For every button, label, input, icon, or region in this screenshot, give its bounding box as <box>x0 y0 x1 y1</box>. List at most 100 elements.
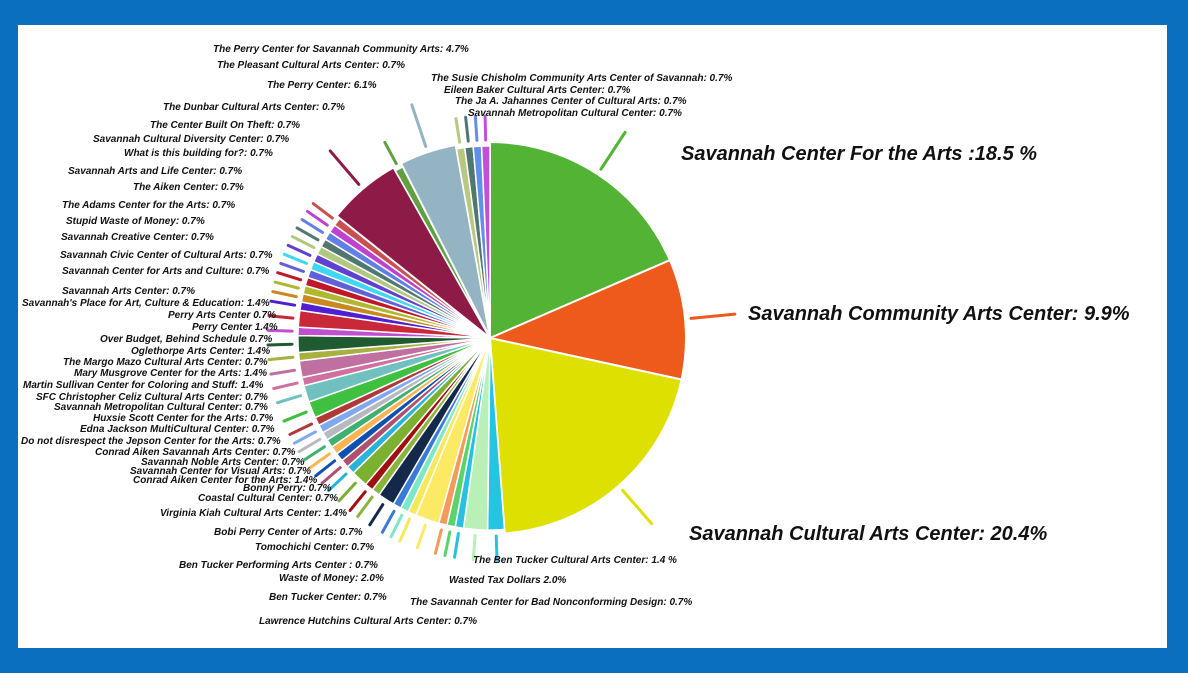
slice-label: The Center Built On Theft: 0.7% <box>150 120 300 131</box>
slice-label: Savannah Cultural Arts Center: 20.4% <box>689 523 1047 545</box>
leader-line <box>273 280 300 290</box>
leader-line <box>271 290 298 299</box>
leader-line <box>302 445 326 462</box>
pie-slice <box>335 166 491 339</box>
slice-label: Perry Center 1.4% <box>192 322 278 333</box>
slice-label: Coastal Cultural Center: 0.7% <box>198 493 338 504</box>
slice-label: Stupid Waste of Money: 0.7% <box>66 216 205 227</box>
leader-line <box>266 342 294 347</box>
slice-label: Savannah Arts and Life Center: 0.7% <box>68 166 242 177</box>
slice-label: The Perry Center: 6.1% <box>267 80 377 91</box>
slice-label: Savannah Community Arts Center: 9.9% <box>748 303 1130 325</box>
pie-slice <box>480 145 491 339</box>
leader-line <box>368 503 385 527</box>
slice-label: Virginia Kiah Cultural Arts Center: 1.4% <box>160 508 347 519</box>
leader-line <box>473 114 479 142</box>
leader-line <box>328 149 361 186</box>
slice-label: The Ben Tucker Cultural Arts Center: 1.4… <box>473 555 677 566</box>
leader-line <box>267 355 295 362</box>
slice-label: The Susie Chisholm Community Arts Center… <box>431 73 732 84</box>
leader-line <box>276 271 303 282</box>
slice-label: Mary Musgrove Center for the Arts: 1.4% <box>74 368 267 379</box>
leader-line <box>279 261 305 273</box>
slice-label: Savannah Creative Center: 0.7% <box>61 232 214 243</box>
slice-label: Martin Sullivan Center for Coloring and … <box>23 380 263 391</box>
leader-line <box>415 523 427 550</box>
leader-line <box>454 117 462 144</box>
leader-line <box>483 114 488 142</box>
leader-line <box>308 452 331 470</box>
slice-label: The Ja A. Jahannes Center of Cultural Ar… <box>455 96 687 107</box>
slice-label: Waste of Money: 2.0% <box>279 573 384 584</box>
slice-label: Savannah Arts Center: 0.7% <box>62 286 195 297</box>
leader-line <box>269 368 297 376</box>
slice-label: Savannah Center For the Arts :18.5 % <box>681 143 1037 165</box>
leader-line <box>300 218 324 234</box>
slice-label: Oglethorpe Arts Center: 1.4% <box>131 346 270 357</box>
leader-line <box>464 115 470 143</box>
pie-slice <box>486 258 687 381</box>
leader-line <box>337 481 357 503</box>
leader-line <box>276 394 302 405</box>
slice-label: The Dunbar Cultural Arts Center: 0.7% <box>163 102 345 113</box>
leader-line <box>314 459 337 478</box>
slice-label: Conrad Aiken Center for the Arts: 1.4% <box>133 475 317 486</box>
leader-line <box>266 328 294 333</box>
leader-line <box>471 534 477 561</box>
slice-label: Conrad Aiken Savannah Arts Center: 0.7% <box>95 447 296 458</box>
leader-line <box>290 235 316 250</box>
slice-label: Savannah Center for Visual Arts: 0.7% <box>130 466 311 477</box>
slice-label: Savannah Metropolitan Cultural Center: 0… <box>54 402 268 413</box>
slice-label: Eileen Baker Cultural Arts Center: 0.7% <box>444 85 630 96</box>
slice-label: The Aiken Center: 0.7% <box>133 182 244 193</box>
leader-line <box>410 103 428 148</box>
leader-line <box>398 517 412 543</box>
pie-slice <box>488 336 683 535</box>
leader-line <box>297 437 322 454</box>
leader-line <box>286 243 312 257</box>
slice-label: The Pleasant Cultural Arts Center: 0.7% <box>217 60 405 71</box>
slice-label: Savannah Noble Arts Center: 0.7% <box>141 457 305 468</box>
leader-line <box>389 513 404 539</box>
slice-label: Bobi Perry Center of Arts: 0.7% <box>214 527 363 538</box>
slice-label: The Margo Mazo Cultural Arts Center: 0.7… <box>63 357 268 368</box>
slice-label: Tomochichi Center: 0.7% <box>255 542 374 553</box>
slice-label: The Savannah Center for Bad Nonconformin… <box>410 597 692 608</box>
slice-label: Perry Arts Center 0.7% <box>168 310 276 321</box>
slice-label: What is this building for?: 0.7% <box>124 148 273 159</box>
leader-line <box>295 226 320 242</box>
slice-label: Do not disrespect the Jepson Center for … <box>21 436 281 447</box>
slice-label: Savannah Center for Arts and Culture: 0.… <box>62 266 270 277</box>
leader-line <box>356 495 374 518</box>
leader-line <box>453 532 460 559</box>
leader-line <box>282 410 308 423</box>
leader-line <box>327 472 348 493</box>
slice-label: Savannah Metropolitan Cultural Center: 0… <box>468 108 682 119</box>
slice-label: The Adams Center for the Arts: 0.7% <box>62 200 235 211</box>
leader-line <box>272 381 299 390</box>
leader-line <box>380 509 396 534</box>
leader-line <box>383 140 398 166</box>
leader-line <box>494 534 499 562</box>
leader-line <box>269 299 297 307</box>
leader-line <box>621 488 654 526</box>
slice-label: Huxsie Scott Center for the Arts: 0.7% <box>93 413 273 424</box>
slice-label: Bonny Perry: 0.7% <box>243 483 331 494</box>
leader-line <box>292 430 318 445</box>
pie-slice <box>399 143 491 339</box>
slice-label: Savannah's Place for Art, Culture & Educ… <box>22 298 270 309</box>
leader-line <box>267 314 295 320</box>
leader-line <box>433 528 443 555</box>
leader-line <box>348 490 367 512</box>
leader-line <box>282 252 309 265</box>
leader-line <box>288 422 314 436</box>
slice-label: Ben Tucker Performing Arts Center : 0.7% <box>179 560 378 571</box>
slice-label: Savannah Cultural Diversity Center: 0.7% <box>93 134 289 145</box>
slice-label: Wasted Tax Dollars 2.0% <box>449 575 566 586</box>
slice-label: Edna Jackson MultiCultural Center: 0.7% <box>80 424 275 435</box>
leader-line <box>443 530 452 557</box>
slice-label: SFC Christopher Celiz Cultural Arts Cent… <box>36 392 268 403</box>
leader-line <box>599 130 627 171</box>
slice-label: Over Budget, Behind Schedule 0.7% <box>100 334 272 345</box>
